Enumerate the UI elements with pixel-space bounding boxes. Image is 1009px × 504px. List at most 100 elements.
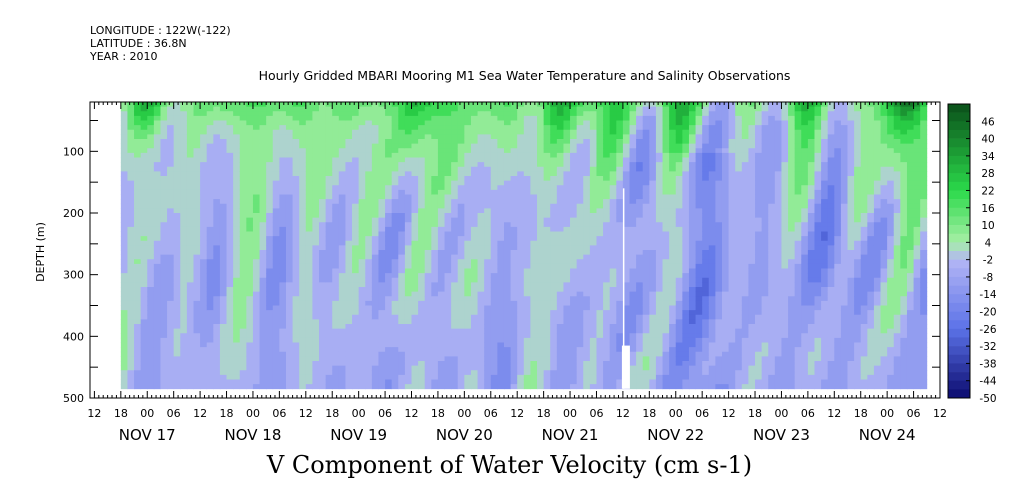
heat-cell: [352, 157, 360, 163]
heat-cell: [484, 374, 492, 380]
heat-cell: [279, 370, 287, 376]
heat-cell: [120, 328, 128, 334]
heat-cell: [173, 129, 181, 135]
heat-cell: [477, 120, 485, 126]
heat-cell: [543, 254, 551, 260]
heat-cell: [550, 102, 558, 108]
heat-cell: [134, 277, 142, 283]
heat-cell: [563, 120, 571, 126]
heat-cell: [252, 296, 260, 302]
heat-cell: [622, 310, 630, 316]
heat-cell: [649, 180, 657, 186]
heat-cell: [160, 134, 168, 140]
heat-cell: [365, 277, 373, 283]
heat-cell: [186, 268, 194, 274]
heat-cell: [371, 148, 379, 154]
heat-cell: [609, 361, 617, 367]
heat-cell: [563, 374, 571, 380]
heat-cell: [484, 287, 492, 293]
heat-cell: [160, 384, 168, 390]
heat-cell: [312, 148, 320, 154]
heat-cell: [371, 157, 379, 163]
heat-cell: [530, 125, 538, 131]
heat-cell: [219, 333, 227, 339]
heat-cell: [233, 157, 241, 163]
heat-cell: [352, 379, 360, 385]
heat-cell: [464, 296, 472, 302]
heat-cell: [252, 152, 260, 158]
heat-cell: [503, 254, 511, 260]
heat-cell: [153, 143, 161, 149]
heat-cell: [583, 296, 591, 302]
heat-cell: [147, 222, 155, 228]
heat-cell: [312, 365, 320, 371]
heat-cell: [312, 213, 320, 219]
heat-cell: [226, 305, 234, 311]
heat-cell: [180, 300, 188, 306]
heat-cell: [365, 300, 373, 306]
heat-cell: [464, 236, 472, 242]
heat-cell: [206, 351, 214, 357]
heat-cell: [186, 148, 194, 154]
heat-cell: [180, 328, 188, 334]
heat-cell: [332, 208, 340, 214]
heat-cell: [365, 143, 373, 149]
heat-cell: [497, 111, 505, 117]
heat-cell: [530, 351, 538, 357]
heat-cell: [451, 328, 459, 334]
heat-cell: [537, 231, 545, 237]
heat-cell: [391, 314, 399, 320]
heat-cell: [451, 319, 459, 325]
heat-cell: [543, 162, 551, 168]
heat-cell: [325, 324, 333, 330]
heat-cell: [424, 374, 432, 380]
heat-cell: [285, 152, 293, 158]
heat-cell: [385, 148, 393, 154]
heat-cell: [140, 106, 148, 112]
heat-cell: [583, 199, 591, 205]
heat-cell: [404, 374, 412, 380]
heat-cell: [173, 111, 181, 117]
heat-cell: [411, 337, 419, 343]
heat-cell: [556, 263, 564, 269]
heat-cell: [186, 347, 194, 353]
heat-cell: [497, 134, 505, 140]
heat-cell: [556, 259, 564, 265]
heat-cell: [530, 166, 538, 172]
heat-cell: [583, 254, 591, 260]
heat-cell: [252, 185, 260, 191]
heat-cell: [180, 213, 188, 219]
heat-cell: [609, 250, 617, 256]
heat-cell: [622, 185, 630, 191]
heat-cell: [332, 134, 340, 140]
heat-cell: [352, 305, 360, 311]
heat-cell: [464, 333, 472, 339]
heat-cell: [167, 356, 175, 362]
heat-cell: [418, 194, 426, 200]
heat-cell: [576, 106, 584, 112]
heat-cell: [477, 152, 485, 158]
heat-cell: [649, 129, 657, 135]
heat-cell: [120, 222, 128, 228]
heat-cell: [127, 370, 135, 376]
heat-cell: [200, 148, 208, 154]
heat-cell: [226, 319, 234, 325]
heat-cell: [120, 356, 128, 362]
heat-cell: [252, 250, 260, 256]
heat-cell: [246, 180, 254, 186]
heat-cell: [167, 231, 175, 237]
heat-cell: [279, 342, 287, 348]
heat-cell: [523, 162, 531, 168]
heat-cell: [642, 203, 650, 209]
heat-cell: [497, 240, 505, 246]
heat-cell: [186, 379, 194, 385]
heat-cell: [543, 342, 551, 348]
heat-cell: [213, 129, 221, 135]
heat-cell: [444, 287, 452, 293]
longitude-label: LONGITUDE : 122W(-122): [90, 24, 231, 37]
heatmap-cells: [120, 102, 928, 390]
heat-cell: [272, 356, 280, 362]
heat-cell: [649, 115, 657, 121]
heat-cell: [398, 166, 406, 172]
heat-cell: [457, 125, 465, 131]
